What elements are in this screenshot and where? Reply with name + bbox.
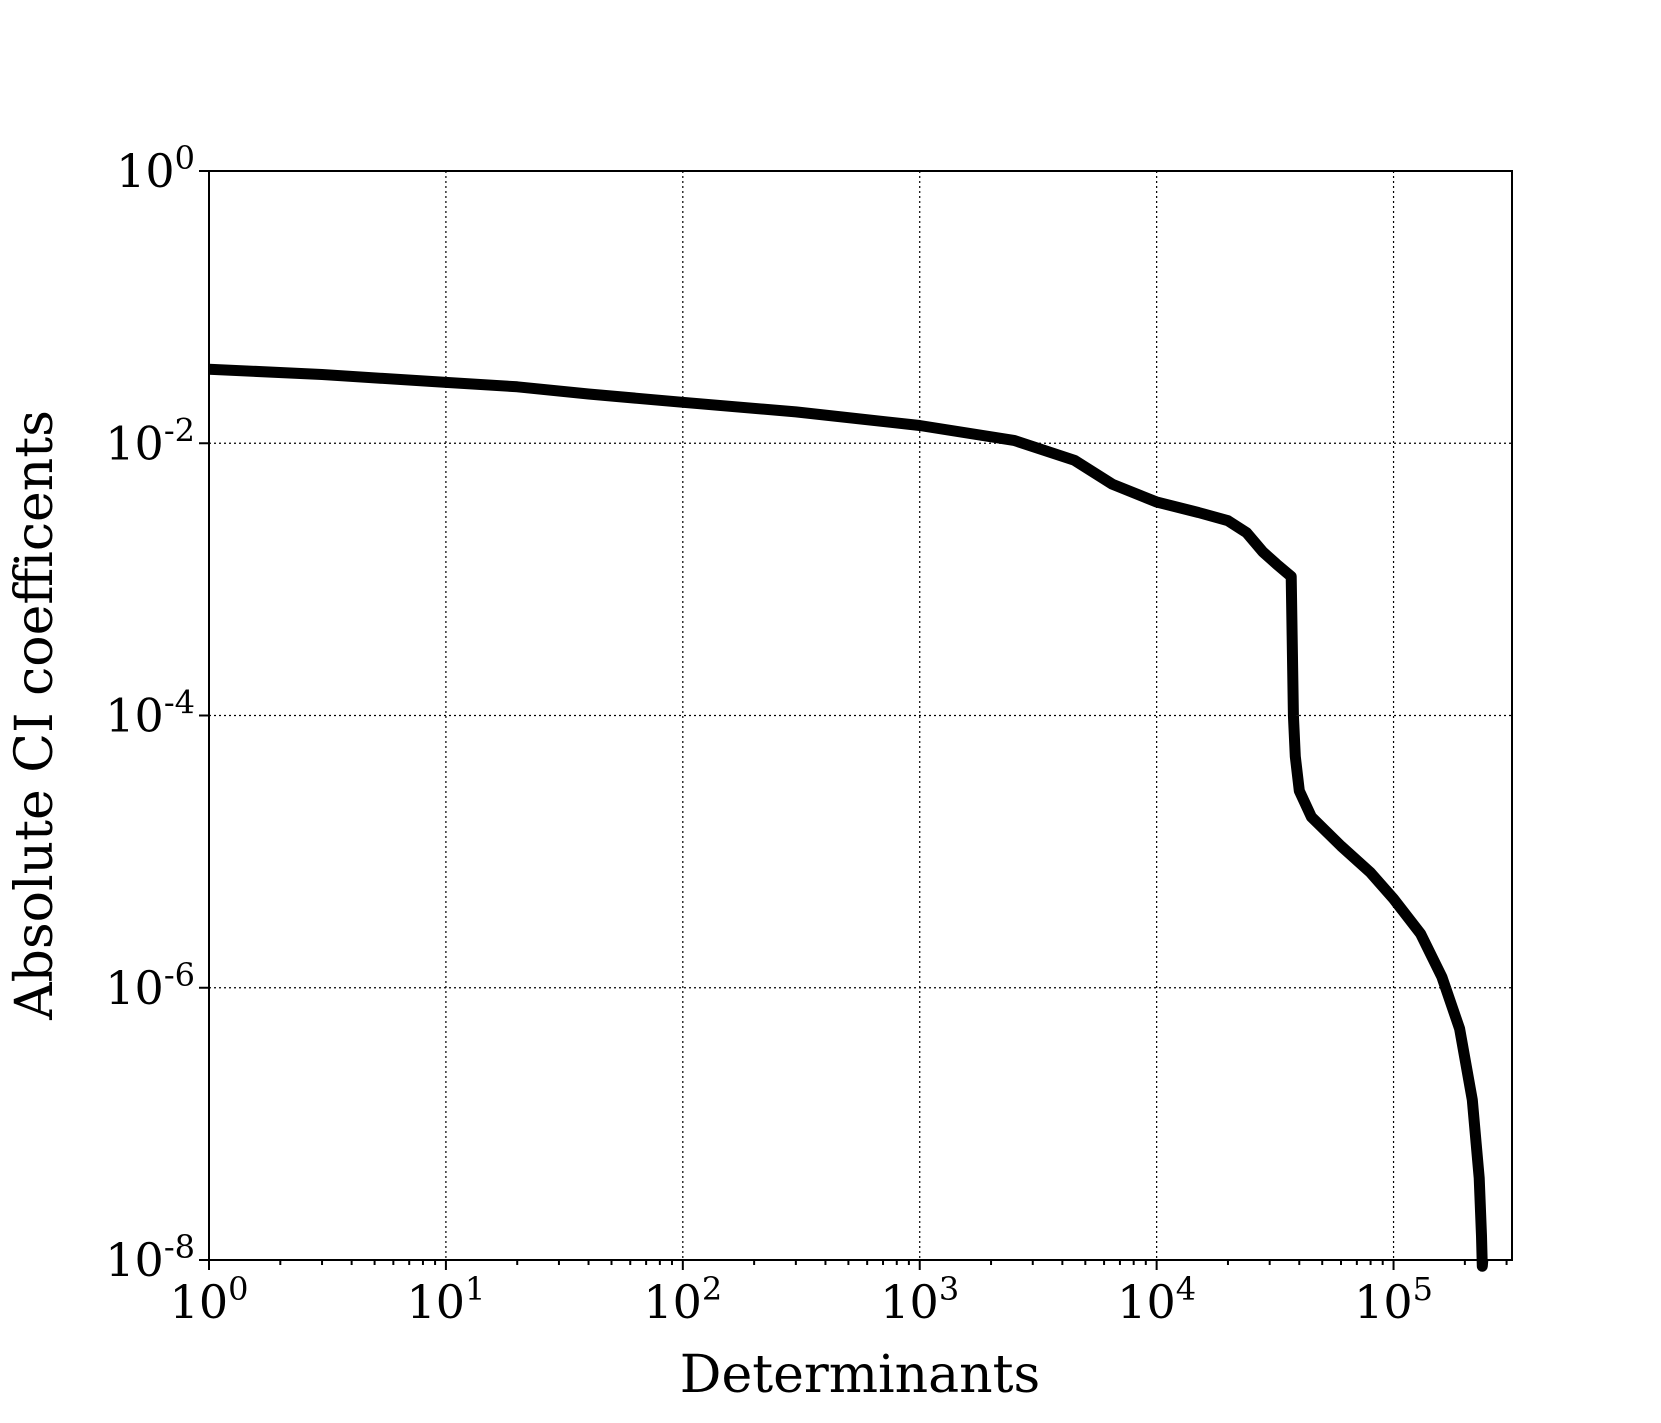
x-tick-label: 102 [643, 1270, 722, 1329]
y-tick-label: 10-4 [105, 684, 195, 743]
x-tick-label: 105 [1354, 1270, 1433, 1329]
x-tick-label: 100 [170, 1270, 249, 1329]
x-tick-label: 101 [406, 1270, 485, 1329]
x-axis-label: Determinants [680, 1345, 1041, 1405]
x-tick-labels: 100 101 102 103 104 105 [170, 1270, 1433, 1329]
y-tick-label: 10-6 [105, 956, 195, 1015]
series-line [208, 363, 1489, 1272]
grid [209, 171, 1512, 1260]
major-ticks [199, 170, 1395, 1270]
y-tick-label: 100 [116, 139, 195, 198]
x-tick-label: 104 [1117, 1270, 1196, 1329]
y-tick-label: 10-2 [105, 411, 195, 470]
y-axis-label: Absolute CI coefficents [5, 410, 65, 1021]
y-tick-labels: 100 10-2 10-4 10-6 10-8 [105, 139, 195, 1287]
x-tick-label: 103 [880, 1270, 959, 1329]
y-tick-label: 10-8 [105, 1228, 195, 1287]
series [208, 363, 1489, 1272]
plot-frame [208, 170, 1513, 1261]
